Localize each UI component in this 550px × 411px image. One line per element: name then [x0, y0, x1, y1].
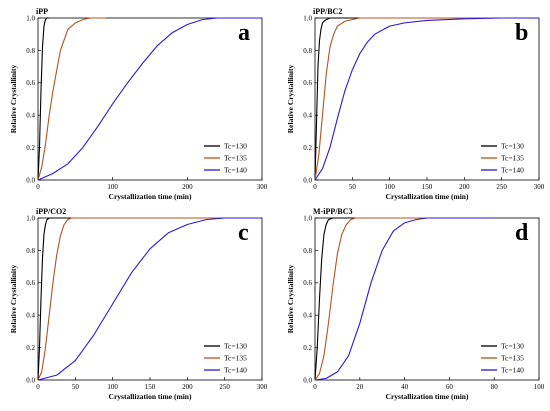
legend-label: Tc=135	[224, 154, 247, 163]
x-tick-label: 100	[384, 183, 395, 191]
panel-title: iPP	[36, 7, 48, 16]
panel-d: 0.0 0.2 0.4 0.6 0.8 1.0 0 20 40 60 80 100 Crystalliz…	[286, 207, 545, 401]
x-tick-label: 20	[356, 383, 364, 391]
panel-b: 0.0 0.2 0.4 0.6 0.8 1.0 0 50 100 150 200 250 300 Crys…	[286, 7, 545, 201]
series-line-Tc=140	[314, 17, 539, 181]
x-tick-label: 150	[422, 183, 433, 191]
series-line-Tc=135	[37, 17, 106, 181]
series-line-Tc=135	[37, 217, 262, 381]
x-tick-label: 300	[534, 183, 545, 191]
legend-label: Tc=130	[224, 342, 247, 351]
legend-label: Tc=140	[501, 166, 524, 175]
x-tick-label: 100	[107, 183, 118, 191]
panel-title: M-iPP/BC3	[313, 207, 353, 216]
y-axis-label: Relative Crystallinity	[9, 64, 18, 133]
panel-c: 0.0 0.2 0.4 0.6 0.8 1.0 0 50 100 150 200 250 300 Crys…	[9, 207, 268, 401]
x-tick-label: 100	[534, 383, 545, 391]
plot-frame	[37, 17, 263, 181]
x-tick-label: 80	[491, 383, 499, 391]
y-tick-label: 0.8	[26, 247, 35, 255]
legend-label: Tc=140	[501, 366, 524, 375]
x-tick-label: 50	[72, 383, 80, 391]
y-tick-label: 0.0	[26, 176, 35, 184]
y-tick-label: 0.2	[303, 144, 312, 152]
y-tick-label: 0.0	[26, 376, 35, 384]
x-tick-label: 250	[496, 183, 507, 191]
x-axis-label: Crystallization time (min)	[109, 192, 192, 201]
panel-letter: b	[515, 20, 528, 46]
legend-label: Tc=140	[224, 166, 247, 175]
y-axis-label: Relative Crystallinity	[9, 264, 18, 333]
legend-label: Tc=130	[501, 142, 524, 151]
y-tick-label: 1.0	[26, 14, 35, 22]
series-line-Tc=140	[314, 217, 495, 381]
y-tick-label: 0.8	[303, 247, 312, 255]
legend-label: Tc=130	[224, 142, 247, 151]
y-tick-label: 0.6	[26, 279, 35, 287]
x-tick-label: 200	[459, 183, 470, 191]
legend-label: Tc=140	[224, 366, 247, 375]
x-axis-label: Crystallization time (min)	[386, 392, 469, 401]
panel-letter: c	[238, 220, 249, 246]
series-line-Tc=130	[314, 217, 495, 381]
series-line-Tc=135	[314, 17, 539, 181]
x-tick-label: 50	[349, 183, 357, 191]
y-tick-label: 0.2	[26, 144, 35, 152]
y-tick-label: 0.6	[26, 79, 35, 87]
panel-title: iPP/CO2	[36, 207, 66, 216]
x-tick-label: 40	[401, 383, 409, 391]
x-tick-label: 0	[313, 383, 317, 391]
y-tick-label: 0.2	[303, 344, 312, 352]
y-tick-label: 0.2	[26, 344, 35, 352]
y-axis-label: Relative Crystallinity	[286, 264, 295, 333]
x-axis-label: Crystallization time (min)	[109, 392, 192, 401]
y-axis-label: Relative Crystallinity	[286, 64, 295, 133]
y-tick-label: 0.4	[303, 112, 312, 120]
x-tick-label: 60	[446, 383, 454, 391]
y-tick-label: 0.6	[303, 79, 312, 87]
x-axis-label: Crystallization time (min)	[386, 192, 469, 201]
legend-label: Tc=135	[224, 354, 247, 363]
x-tick-label: 200	[182, 183, 193, 191]
y-tick-label: 0.4	[26, 112, 35, 120]
y-tick-label: 1.0	[303, 214, 312, 222]
series-line-Tc=130	[314, 17, 539, 181]
x-tick-label: 300	[257, 183, 268, 191]
y-tick-label: 0.0	[303, 376, 312, 384]
x-tick-label: 0	[36, 383, 40, 391]
y-tick-label: 0.4	[26, 312, 35, 320]
panel-letter: a	[238, 20, 250, 46]
series-line-Tc=135	[314, 217, 495, 381]
y-tick-label: 0.8	[26, 47, 35, 55]
y-tick-label: 0.4	[303, 312, 312, 320]
y-tick-label: 0.6	[303, 279, 312, 287]
y-tick-label: 1.0	[303, 14, 312, 22]
legend-label: Tc=135	[501, 354, 524, 363]
series-line-Tc=140	[37, 17, 262, 181]
panel-letter: d	[515, 220, 529, 246]
x-tick-label: 300	[257, 383, 268, 391]
x-tick-label: 0	[313, 183, 317, 191]
x-tick-label: 150	[145, 383, 156, 391]
legend-label: Tc=135	[501, 154, 524, 163]
x-tick-label: 200	[182, 383, 193, 391]
x-tick-label: 0	[36, 183, 40, 191]
series-line-Tc=140	[37, 217, 262, 381]
panel-title: iPP/BC2	[313, 7, 342, 16]
panel-a: 0.0 0.2 0.4 0.6 0.8 1.0 0 100 200 300 Crystallizat…	[9, 7, 268, 201]
series-line-Tc=130	[37, 217, 262, 381]
y-tick-label: 0.8	[303, 47, 312, 55]
x-tick-label: 100	[107, 383, 118, 391]
y-tick-label: 1.0	[26, 214, 35, 222]
y-tick-label: 0.0	[303, 176, 312, 184]
legend-label: Tc=130	[501, 342, 524, 351]
x-tick-label: 250	[219, 383, 230, 391]
series-line-Tc=130	[37, 17, 50, 181]
